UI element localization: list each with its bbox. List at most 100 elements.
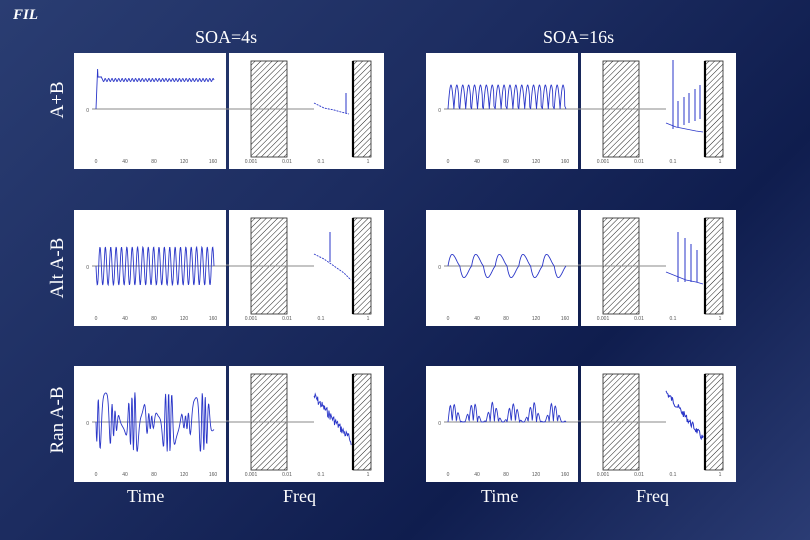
time-tick-label: 80 (503, 316, 509, 322)
time-tick-label: 80 (503, 159, 509, 165)
time-tick-label: 80 (151, 316, 157, 322)
freq-tick-label: 1 (367, 316, 370, 322)
spectrum-trace (313, 253, 352, 281)
signal-trace (447, 401, 567, 424)
bottom-label-freq-1: Freq (283, 486, 316, 506)
freq-tick-label: 0.01 (282, 159, 292, 165)
time-tick-label: 80 (503, 472, 509, 478)
signal-trace (95, 392, 215, 452)
time-tick-label: 160 (209, 316, 218, 322)
freq-plot-alt-a-b-soa4: 0.001 0.01 0.1 1 (229, 210, 384, 326)
time-tick-label: 0 (447, 472, 450, 478)
freq-tick-label: 1 (719, 472, 722, 478)
freq-tick-label: 0.01 (634, 472, 644, 478)
time-plot-a-plus-b-soa16: 0 0 40 80 120 160 (426, 53, 578, 169)
signal-trace (447, 253, 567, 279)
time-tick-label: 0 (95, 316, 98, 322)
spectrum-trace (665, 390, 704, 441)
time-tick-label: 120 (180, 472, 189, 478)
freq-tick-label: 0.001 (597, 472, 610, 478)
time-tick-label: 40 (122, 472, 128, 478)
spectrum-trace (313, 392, 352, 446)
hatched-region (704, 217, 724, 315)
time-tick-label: 0 (95, 472, 98, 478)
signal-trace (447, 84, 567, 110)
freq-tick-label: 0.001 (245, 316, 258, 322)
time-tick-label: 160 (209, 159, 218, 165)
zero-tick-label: 0 (438, 108, 441, 114)
time-tick-label: 120 (532, 159, 541, 165)
time-tick-label: 120 (180, 316, 189, 322)
freq-tick-label: 0.1 (670, 316, 677, 322)
time-tick-label: 80 (151, 472, 157, 478)
time-plot-a-plus-b-soa4: 0 0 40 80 120 160 (74, 53, 226, 169)
freq-tick-label: 0.001 (245, 159, 258, 165)
freq-plot-ran-a-b-soa16: 0.001 0.01 0.1 1 (581, 366, 736, 482)
time-tick-label: 80 (151, 159, 157, 165)
hatched-region (704, 60, 724, 158)
time-tick-label: 40 (122, 316, 128, 322)
row-label-a-plus-b: A+B (47, 81, 68, 119)
spectrum-trace (313, 102, 350, 115)
time-tick-label: 0 (447, 159, 450, 165)
freq-tick-label: 0.001 (245, 472, 258, 478)
plot-background (426, 53, 578, 169)
time-plot-ran-a-b-soa4: 0 0 40 80 120 160 (74, 366, 226, 482)
freq-tick-label: 0.1 (318, 316, 325, 322)
hatched-region (704, 373, 724, 471)
freq-tick-label: 0.01 (634, 316, 644, 322)
time-tick-label: 120 (532, 472, 541, 478)
time-plot-alt-a-b-soa4: 0 0 40 80 120 160 (74, 210, 226, 326)
signal-trace (95, 68, 215, 110)
time-tick-label: 0 (447, 316, 450, 322)
freq-tick-label: 0.1 (318, 472, 325, 478)
plot-background (74, 53, 226, 169)
plot-background (426, 210, 578, 326)
freq-tick-label: 0.1 (670, 472, 677, 478)
time-plot-alt-a-b-soa16: 0 0 40 80 120 160 (426, 210, 578, 326)
hatched-region (352, 373, 372, 471)
time-tick-label: 160 (209, 472, 218, 478)
time-tick-label: 40 (474, 472, 480, 478)
time-tick-label: 40 (122, 159, 128, 165)
time-tick-label: 160 (561, 159, 570, 165)
freq-tick-label: 0.001 (597, 159, 610, 165)
freq-tick-label: 0.1 (318, 159, 325, 165)
plot-background (426, 366, 578, 482)
column-title-soa-16s: SOA=16s (543, 27, 615, 47)
time-plot-ran-a-b-soa16: 0 0 40 80 120 160 (426, 366, 578, 482)
freq-plot-ran-a-b-soa4: 0.001 0.01 0.1 1 (229, 366, 384, 482)
freq-plot-alt-a-b-soa16: 0.001 0.01 0.1 1 (581, 210, 736, 326)
zero-tick-label: 0 (438, 421, 441, 427)
row-label-ran-a-b: Ran A-B (47, 386, 68, 454)
freq-tick-label: 1 (719, 159, 722, 165)
freq-tick-label: 1 (367, 159, 370, 165)
zero-tick-label: 0 (86, 265, 89, 271)
zero-tick-label: 0 (86, 108, 89, 114)
time-tick-label: 160 (561, 472, 570, 478)
freq-tick-label: 0.01 (282, 472, 292, 478)
time-tick-label: 160 (561, 316, 570, 322)
column-title-soa-4s: SOA=4s (195, 27, 258, 47)
signal-trace (95, 245, 215, 287)
freq-tick-label: 0.001 (597, 316, 610, 322)
freq-plot-a-plus-b-soa16: 0.001 0.01 0.1 1 (581, 53, 736, 169)
freq-tick-label: 1 (367, 472, 370, 478)
fil-logo: FIL (13, 7, 39, 23)
hatched-region (352, 217, 372, 315)
zero-tick-label: 0 (438, 265, 441, 271)
freq-tick-label: 0.01 (282, 316, 292, 322)
freq-tick-label: 0.01 (634, 159, 644, 165)
time-tick-label: 120 (532, 316, 541, 322)
freq-tick-label: 0.1 (670, 159, 677, 165)
time-tick-label: 40 (474, 316, 480, 322)
time-tick-label: 0 (95, 159, 98, 165)
freq-plot-a-plus-b-soa4: 0.001 0.01 0.1 1 (229, 53, 384, 169)
bottom-label-freq-2: Freq (636, 486, 669, 506)
freq-tick-label: 1 (719, 316, 722, 322)
bottom-label-time-2: Time (481, 486, 519, 506)
time-tick-label: 120 (180, 159, 189, 165)
bottom-label-time-1: Time (127, 486, 165, 506)
zero-tick-label: 0 (86, 421, 89, 427)
row-label-alt-a-b: Alt A-B (47, 237, 68, 299)
